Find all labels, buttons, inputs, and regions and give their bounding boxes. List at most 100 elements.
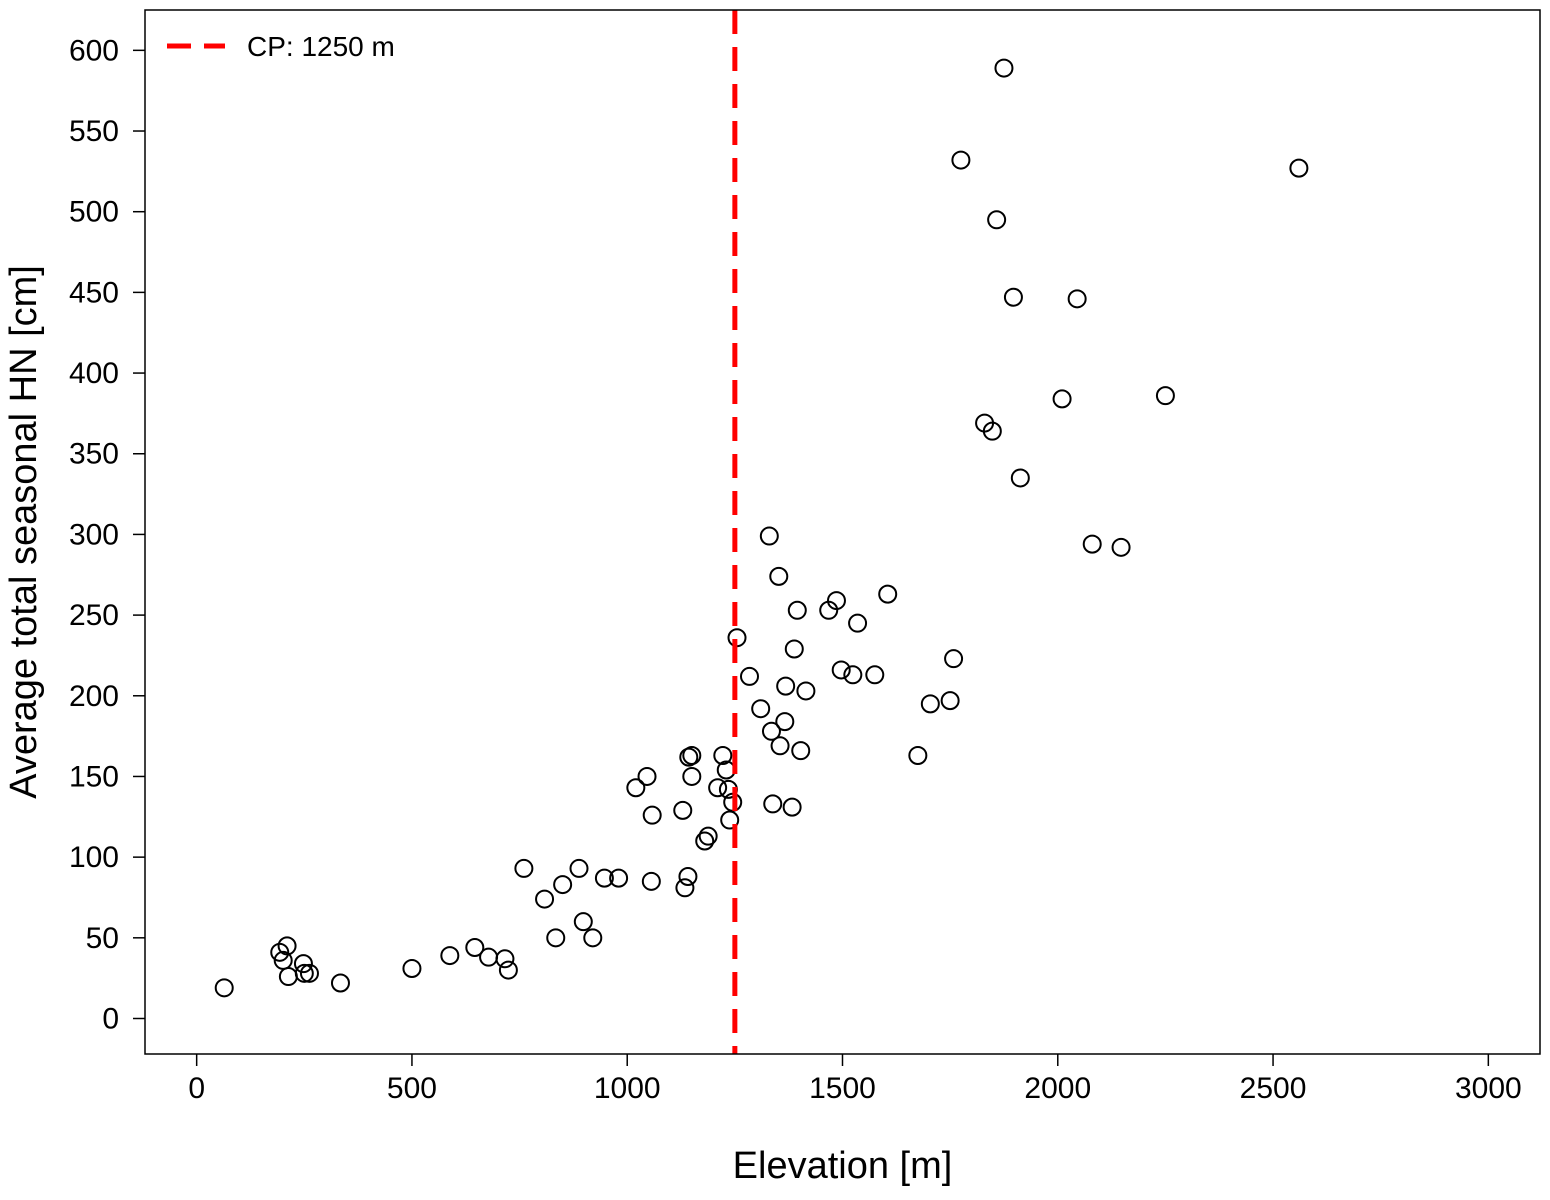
- data-point: [987, 210, 1007, 230]
- data-point: [940, 691, 960, 711]
- y-tick-label: 100: [69, 841, 119, 874]
- x-tick-label: 1000: [594, 1072, 661, 1105]
- data-point: [878, 584, 898, 604]
- data-point: [440, 946, 460, 966]
- data-point: [583, 928, 603, 948]
- data-point: [740, 666, 759, 686]
- legend: CP: 1250 m: [167, 31, 395, 62]
- data-point: [843, 665, 863, 685]
- data-point: [865, 665, 885, 685]
- data-point: [402, 958, 422, 978]
- x-tick-label: 500: [387, 1072, 437, 1105]
- x-tick-label: 2000: [1024, 1072, 1091, 1105]
- y-tick-label: 250: [69, 599, 119, 632]
- data-point: [642, 805, 662, 825]
- data-point: [479, 947, 499, 967]
- data-point: [673, 800, 693, 820]
- data-points: [214, 58, 1309, 998]
- data-point: [679, 747, 699, 767]
- data-point: [769, 566, 789, 586]
- data-point: [1082, 534, 1102, 554]
- data-point: [761, 721, 781, 741]
- data-point: [775, 712, 795, 732]
- data-point: [982, 421, 1002, 441]
- data-point: [994, 58, 1014, 78]
- x-axis: 0 500 1000 1500 2000 2500 3000: [188, 1054, 1522, 1105]
- data-point: [678, 867, 698, 887]
- data-point: [626, 778, 646, 798]
- x-tick-label: 0: [188, 1072, 205, 1105]
- data-point: [1010, 468, 1030, 488]
- data-point: [330, 973, 350, 993]
- data-point: [951, 150, 971, 170]
- data-point: [682, 766, 702, 786]
- data-point: [1155, 386, 1175, 406]
- data-point: [826, 591, 846, 611]
- y-tick-label: 0: [102, 1003, 119, 1036]
- data-point: [498, 960, 518, 980]
- data-point: [1067, 289, 1087, 309]
- data-point: [637, 766, 657, 786]
- data-point: [770, 736, 790, 756]
- data-point: [1111, 537, 1131, 557]
- data-point: [278, 967, 298, 987]
- data-point: [675, 878, 695, 898]
- plot-frame: [144, 9, 1541, 1055]
- data-point: [776, 676, 796, 696]
- y-tick-label: 200: [69, 680, 119, 713]
- data-point: [569, 858, 589, 878]
- data-point: [796, 681, 816, 701]
- y-tick-label: 50: [86, 922, 119, 955]
- data-point: [848, 613, 868, 633]
- data-point: [695, 831, 715, 851]
- data-point: [546, 928, 566, 948]
- data-point: [782, 797, 802, 817]
- data-point: [708, 778, 728, 798]
- data-point: [784, 639, 804, 659]
- legend-label: CP: 1250 m: [247, 31, 395, 62]
- y-tick-label: 550: [69, 115, 119, 148]
- data-point: [763, 794, 783, 814]
- data-point: [641, 871, 661, 891]
- data-point: [293, 954, 313, 974]
- y-tick-label: 300: [69, 518, 119, 551]
- data-point: [831, 660, 851, 680]
- y-tick-label: 600: [69, 34, 119, 67]
- data-point: [277, 936, 297, 956]
- y-tick-label: 350: [69, 438, 119, 471]
- x-tick-label: 3000: [1455, 1072, 1522, 1105]
- data-point: [535, 889, 555, 909]
- data-point: [682, 745, 702, 765]
- data-point: [908, 745, 928, 765]
- data-point: [791, 741, 811, 761]
- data-point: [944, 649, 964, 669]
- y-axis: 0 50 100 150 200 250 300 350 400 450 500 550 600: [69, 34, 145, 1036]
- y-tick-label: 400: [69, 357, 119, 390]
- data-point: [594, 868, 614, 888]
- x-tick-label: 1500: [809, 1072, 876, 1105]
- data-point: [1289, 158, 1309, 178]
- data-point: [751, 699, 771, 719]
- data-point: [495, 949, 515, 969]
- y-tick-label: 150: [69, 760, 119, 793]
- data-point: [1052, 389, 1072, 409]
- data-point: [553, 875, 573, 895]
- data-point: [465, 938, 485, 958]
- data-point: [920, 694, 940, 714]
- y-axis-title: Average total seasonal HN [cm]: [3, 265, 45, 799]
- data-point: [214, 978, 234, 998]
- data-point: [609, 868, 629, 888]
- y-tick-label: 500: [69, 196, 119, 229]
- data-point: [299, 963, 319, 983]
- data-point: [713, 745, 733, 765]
- data-point: [514, 858, 534, 878]
- y-tick-label: 450: [69, 276, 119, 309]
- data-point: [698, 826, 718, 846]
- data-point: [573, 912, 593, 932]
- data-point: [1003, 287, 1023, 307]
- x-axis-title: Elevation [m]: [733, 1145, 953, 1187]
- data-point: [294, 963, 314, 983]
- data-point: [720, 810, 740, 830]
- data-point: [759, 526, 779, 546]
